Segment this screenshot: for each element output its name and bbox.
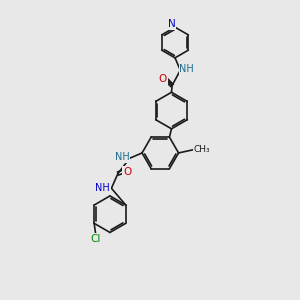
Text: O: O	[158, 74, 167, 84]
Text: NH: NH	[179, 64, 194, 74]
Text: N: N	[168, 19, 176, 29]
Text: Cl: Cl	[90, 234, 101, 244]
Text: NH: NH	[95, 183, 110, 193]
Text: O: O	[123, 167, 131, 177]
Text: NH: NH	[115, 152, 129, 162]
Text: CH₃: CH₃	[194, 145, 210, 154]
